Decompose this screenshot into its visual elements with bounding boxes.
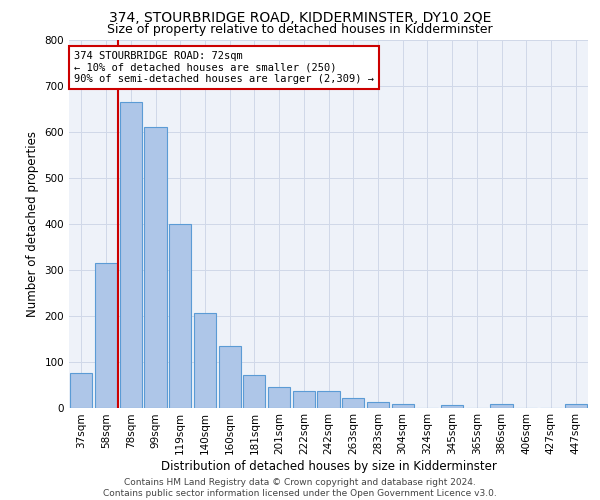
Bar [218,346,241,408]
Bar [194,314,216,408]
Bar [145,128,167,407]
Text: 374 STOURBRIDGE ROAD: 72sqm
← 10% of detached houses are smaller (250)
90% of se: 374 STOURBRIDGE ROAD: 72sqm ← 10% of det… [74,51,374,84]
Bar [268,387,290,407]
X-axis label: Distribution of detached houses by size in Kidderminster: Distribution of detached houses by size … [161,460,496,473]
Bar [317,392,340,407]
Text: 374, STOURBRIDGE ROAD, KIDDERMINSTER, DY10 2QE: 374, STOURBRIDGE ROAD, KIDDERMINSTER, DY… [109,12,491,26]
Y-axis label: Number of detached properties: Number of detached properties [26,130,39,317]
Text: Size of property relative to detached houses in Kidderminster: Size of property relative to detached ho… [107,22,493,36]
Bar [95,263,117,408]
Text: Contains HM Land Registry data © Crown copyright and database right 2024.
Contai: Contains HM Land Registry data © Crown c… [103,478,497,498]
Bar [342,398,364,407]
Bar [367,402,389,407]
Bar [293,392,315,407]
Bar [490,404,512,407]
Bar [565,404,587,407]
Bar [169,224,191,408]
Bar [392,404,414,407]
Bar [243,376,265,408]
Bar [119,102,142,408]
Bar [441,405,463,407]
Bar [70,373,92,408]
